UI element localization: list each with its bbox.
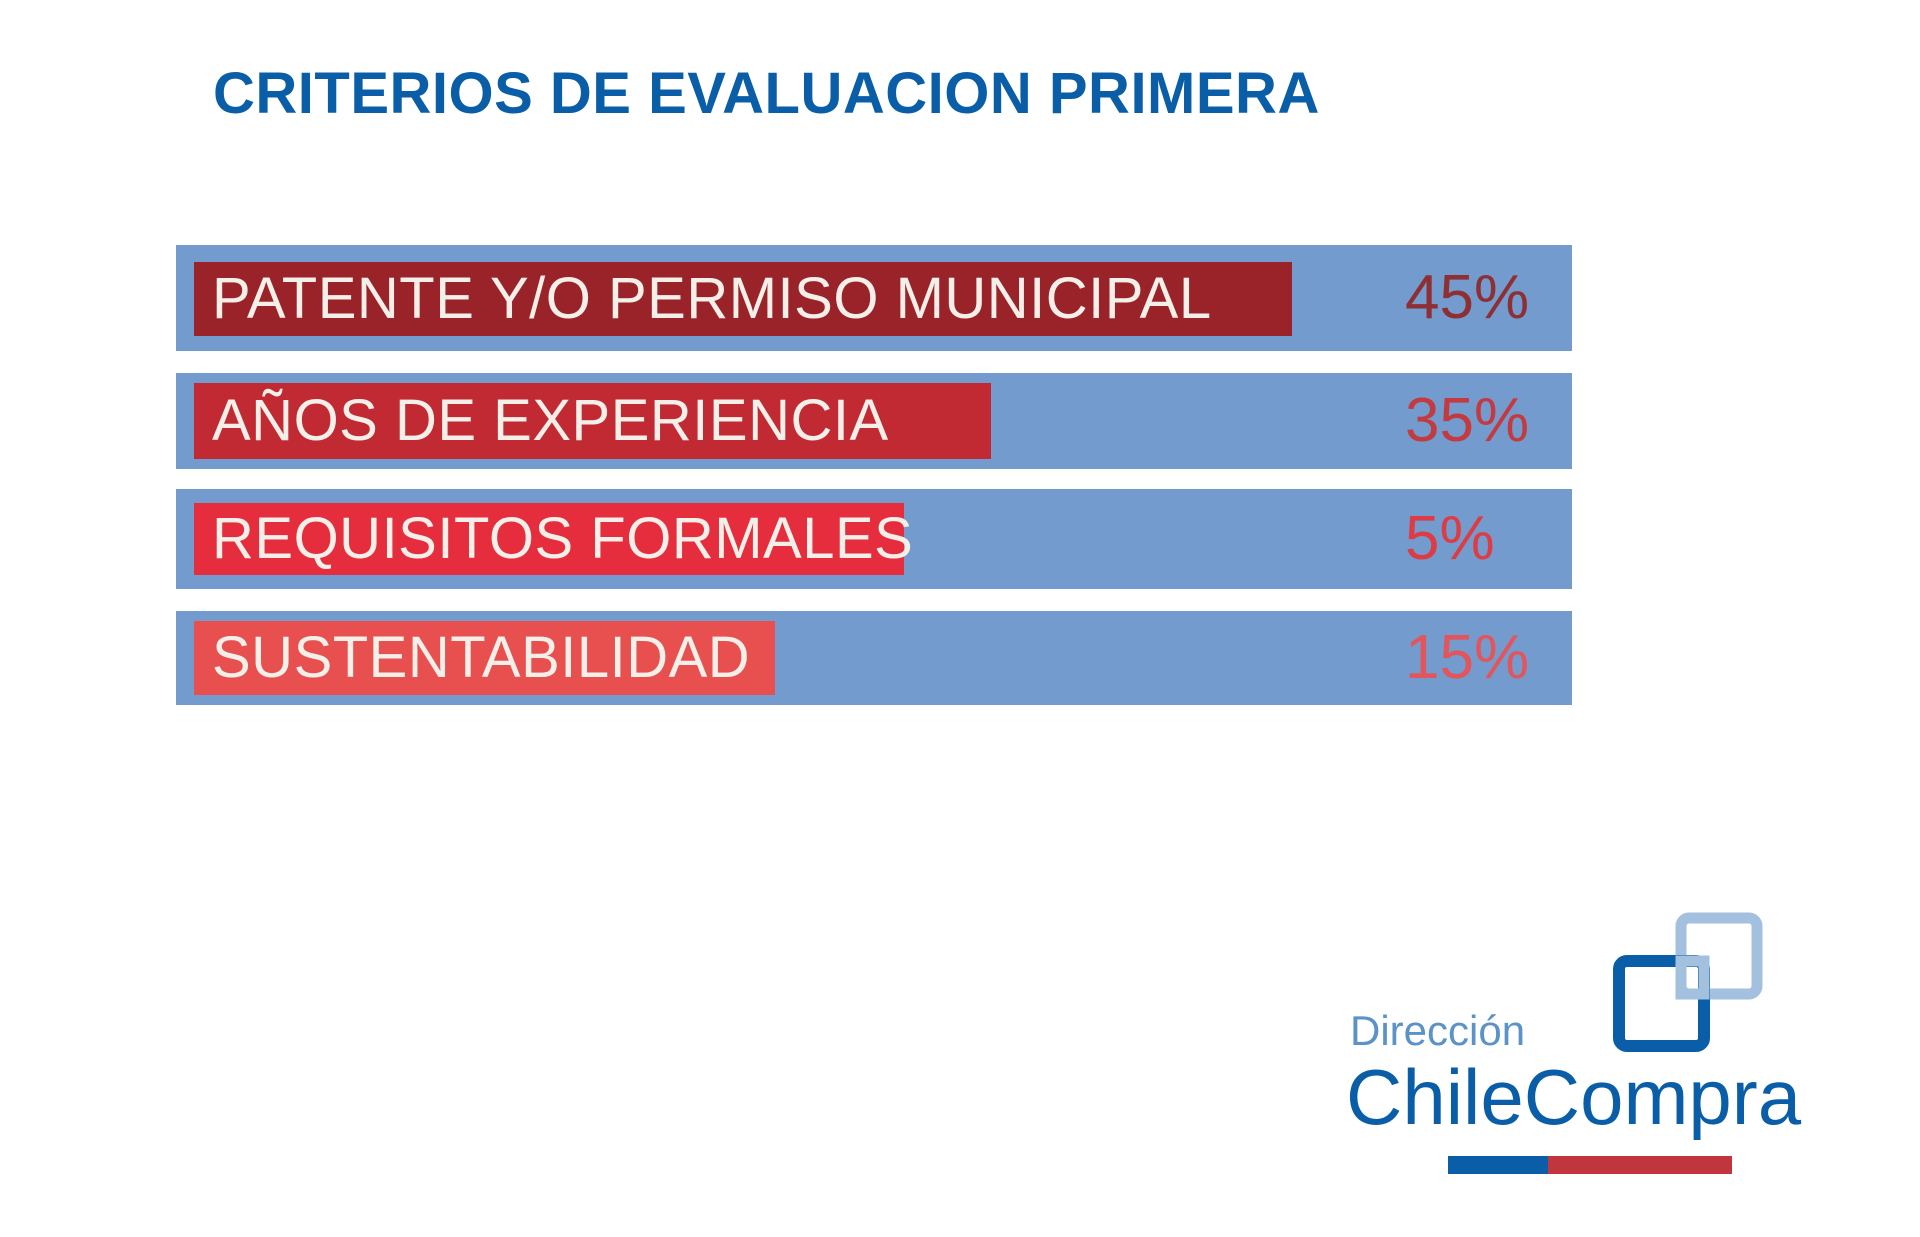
- bar-track: AÑOS DE EXPERIENCIA 35%: [176, 373, 1572, 469]
- bar-label: REQUISITOS FORMALES: [212, 506, 914, 571]
- bar-label: PATENTE Y/O PERMISO MUNICIPAL: [212, 266, 1212, 331]
- bar: SUSTENTABILIDAD: [194, 621, 775, 695]
- bar-track: REQUISITOS FORMALES 5%: [176, 489, 1572, 589]
- bar-track: SUSTENTABILIDAD 15%: [176, 611, 1572, 705]
- logo-squares-icon: [1613, 912, 1763, 1052]
- logo-front-square: [1613, 955, 1710, 1052]
- bar-label: SUSTENTABILIDAD: [212, 625, 751, 690]
- logo-text-chilecompra: ChileCompra: [1346, 1053, 1802, 1141]
- bar-value-label: 45%: [1405, 263, 1530, 332]
- bar: AÑOS DE EXPERIENCIA: [194, 383, 991, 459]
- logo-stripe-red: [1548, 1156, 1732, 1174]
- chart-title: CRITERIOS DE EVALUACION PRIMERA: [213, 61, 1320, 126]
- bar-label: AÑOS DE EXPERIENCIA: [212, 388, 889, 453]
- bar-value-label: 35%: [1405, 386, 1530, 455]
- chilecompra-logo: Dirección ChileCompra: [1340, 910, 1920, 1237]
- logo-text-direccion: Dirección: [1350, 1007, 1526, 1054]
- bar-value-label: 15%: [1405, 623, 1530, 692]
- bar-track: PATENTE Y/O PERMISO MUNICIPAL 45%: [176, 245, 1572, 351]
- bar: REQUISITOS FORMALES: [194, 503, 913, 575]
- bar-value-label: 5%: [1405, 504, 1495, 573]
- logo-stripe-blue: [1448, 1156, 1548, 1174]
- logo-stripe: [1448, 1156, 1732, 1174]
- bar: PATENTE Y/O PERMISO MUNICIPAL: [194, 262, 1292, 336]
- logo-overlap: [1675, 955, 1710, 1000]
